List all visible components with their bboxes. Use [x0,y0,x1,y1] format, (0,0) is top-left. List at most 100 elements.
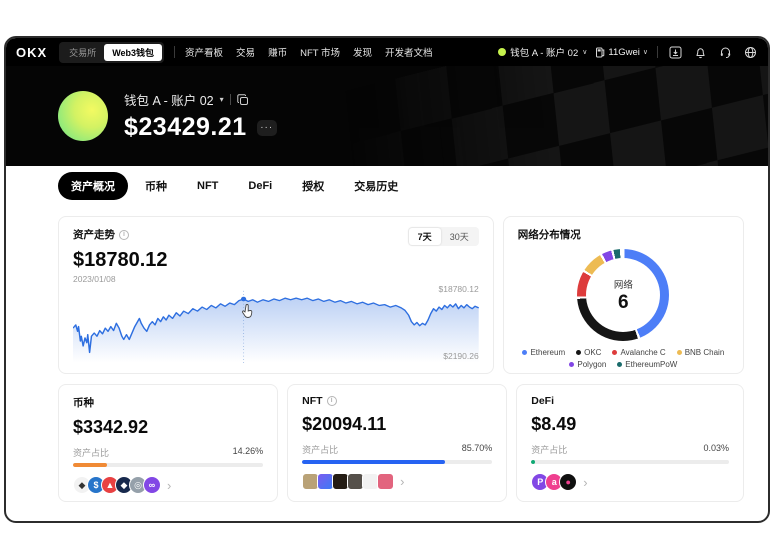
nav-wallet-label: 钱包 A - 账户 02 [510,48,579,59]
legend-item-okc[interactable]: OKC [576,348,601,357]
nft-progress-fill [302,460,445,464]
trend-line-chart[interactable]: $18780.12 $2190.26 [73,284,479,363]
usdc-token-icon[interactable]: $ [87,476,105,494]
nft-value: $20094.11 [302,414,387,434]
nav-divider [174,46,176,58]
defi-progress-track [531,460,729,464]
main-content: 资产走势 i 7天 30天 $18780.12 2023/01/08 [6,206,768,502]
trend-hover-date: 2023/01/08 [73,274,116,284]
legend-item-avalanche-c[interactable]: Avalanche C [612,348,666,357]
nft-thumb[interactable] [377,473,395,490]
nft-summary-card[interactable]: NFT i $20094.11 资产占比 85.70% › [287,384,508,502]
legend-label: Polygon [577,360,607,369]
defi-protocol-icon[interactable]: ● [559,473,578,491]
range-switcher: 7天 30天 [407,227,479,246]
legend-item-ethereum[interactable]: Ethereum [522,348,565,357]
donut-center: 网络 6 [586,258,661,332]
coins-token-list: ◆ $ ▲ ◆ ◎ ∞ › [73,476,263,494]
network-distribution-card: 网络分布情况 网络 6 Ethereum OKC Avalanche C BNB Ch… [502,216,744,374]
legend-label: EthereumPoW [625,360,678,369]
nav-wallet-selector[interactable]: 钱包 A - 账户 02 ∨ [498,45,587,59]
trend-hover-value: $18780.12 [73,249,168,271]
more-options-button[interactable]: ··· [256,119,277,136]
product-toggle: 交易所 Web3钱包 [59,41,165,63]
chevron-down-icon: ∨ [582,49,588,56]
nav-item-dev-docs[interactable]: 开发者文档 [385,48,433,59]
asset-trend-card: 资产走势 i 7天 30天 $18780.12 2023/01/08 [58,216,494,374]
okx-logo: OKX [16,44,48,60]
nav-right-group: 钱包 A - 账户 02 ∨ 11Gwei ∨ [498,44,758,60]
app-download-icon[interactable] [667,44,683,60]
legend-item-polygon[interactable]: Polygon [569,360,606,369]
info-icon: i [119,229,129,240]
wallet-avatar[interactable] [58,91,108,141]
wallet-name-label[interactable]: 钱包 A - 账户 02 [124,94,214,108]
tab-history[interactable]: 交易历史 [354,181,399,193]
nav-item-discover[interactable]: 发现 [353,48,373,59]
nav-item-trade[interactable]: 交易 [236,48,256,59]
nav-item-dashboard[interactable]: 资产看板 [185,48,224,59]
legend-dot [569,362,575,367]
range-30d-button[interactable]: 30天 [449,232,469,242]
gas-price-label: 11Gwei [608,46,640,58]
tab-overview[interactable]: 资产概况 [58,172,128,200]
app-window: OKX 交易所 Web3钱包 资产看板 交易 赚币 NFT 市场 发现 开发者文… [4,36,770,523]
wallet-status-dot [498,48,507,56]
web3-wallet-toggle[interactable]: Web3钱包 [104,43,163,61]
defi-progress-fill [531,460,536,464]
total-balance: $23429.21 [124,113,247,141]
notifications-bell-icon[interactable] [692,44,708,60]
chart-marker-dot [240,296,247,302]
range-7d-button[interactable]: 7天 [408,228,441,245]
legend-label: OKC [584,348,602,357]
nft-thumb-list: › [302,473,492,490]
defi-expand-chevron[interactable]: › [583,474,588,490]
chart-max-label: $18780.12 [438,284,479,294]
cursor-hand-icon [242,304,253,319]
copy-address-icon[interactable] [236,93,249,106]
ethw-token-icon[interactable]: ◆ [115,476,133,494]
tab-nft[interactable]: NFT [197,180,219,192]
defi-protocol-icon[interactable]: P [531,473,550,491]
coins-progress-fill [73,463,108,467]
legend-label: Ethereum [530,348,566,357]
gas-indicator[interactable]: 11Gwei ∨ [596,47,648,58]
nav-menu: 资产看板 交易 赚币 NFT 市场 发现 开发者文档 [185,45,433,59]
nft-card-title: NFT [302,395,323,407]
tab-approvals[interactable]: 授权 [302,181,325,193]
support-headset-icon[interactable] [717,44,733,60]
language-globe-icon[interactable] [742,44,758,60]
hero-divider [229,94,231,105]
coins-ratio-percent: 14.26% [232,446,264,456]
nav-item-earn[interactable]: 赚币 [268,48,288,59]
coins-ratio-label: 资产占比 [73,448,110,458]
network-donut-chart[interactable]: 网络 6 [577,249,670,341]
defi-card-title: DeFi [531,395,555,407]
legend-item-bnb-chain[interactable]: BNB Chain [676,348,724,357]
exchange-toggle[interactable]: 交易所 [69,47,97,58]
tab-coins[interactable]: 币种 [145,181,167,193]
legend-dot [522,350,528,355]
tab-defi[interactable]: DeFi [248,180,273,192]
donut-center-label: 网络 [613,279,633,291]
coins-expand-chevron[interactable]: › [167,477,172,493]
chevron-down-icon[interactable]: ▾ [219,95,224,104]
nft-expand-chevron[interactable]: › [400,474,405,489]
legend-label: Avalanche C [620,348,666,357]
coins-card-title: 币种 [73,397,94,409]
network-card-title: 网络分布情况 [517,229,581,241]
nav-item-nft-market[interactable]: NFT 市场 [300,48,341,59]
legend-dot [576,350,582,355]
polygon-token-icon[interactable]: ∞ [143,476,161,494]
trend-chart-svg [73,290,479,363]
defi-ratio-percent: 0.03% [703,443,729,453]
chart-min-label: $2190.26 [443,351,479,361]
coins-summary-card[interactable]: 币种 $3342.92 资产占比 14.26% ◆ $ ▲ ◆ ◎ ∞ › [58,384,279,502]
chevron-down-icon: ∨ [642,49,648,56]
legend-item-ethereumpow[interactable]: EthereumPoW [617,360,677,369]
defi-value: $8.49 [531,414,577,434]
legend-dot [676,350,682,355]
